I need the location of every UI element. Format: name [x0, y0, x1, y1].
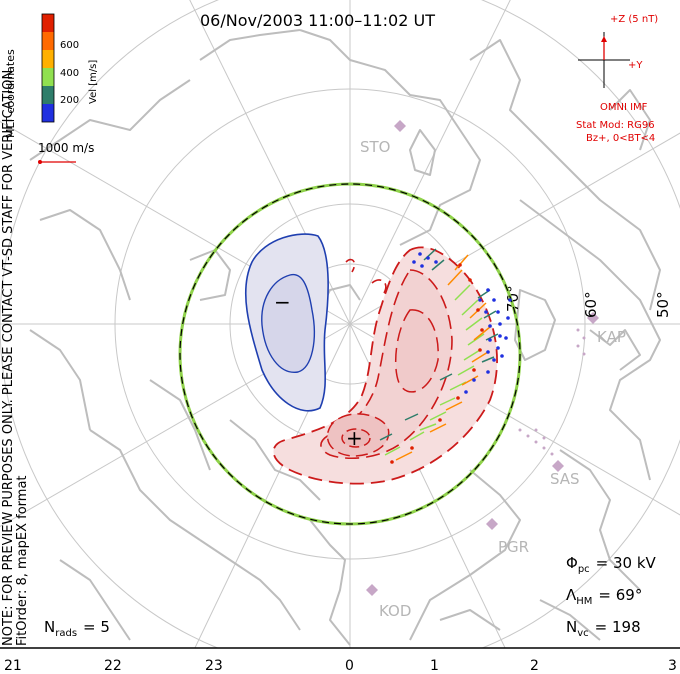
cross-polar-potential: Φpc = 30 kV — [566, 554, 657, 575]
plus-potential-sign: + — [346, 426, 363, 450]
scale-vector-label: 1000 m/s — [38, 141, 94, 155]
contour-fragment-top — [345, 258, 356, 273]
minus-potential-sign: − — [274, 290, 291, 314]
color-bar-label: Vel [m/s] — [88, 60, 99, 104]
coordinate-label: MLT coordinates — [4, 49, 17, 138]
site-marker-sas — [552, 460, 564, 472]
imf-z-label: +Z (5 nT) — [610, 14, 658, 25]
site-marker-pgr — [486, 518, 498, 530]
station-label-kod: KOD — [379, 602, 411, 620]
color-bar-segment — [42, 32, 54, 50]
color-bar-segment — [42, 86, 54, 104]
velocity-color-bar: 600 400 200 Vel [m/s] — [41, 13, 99, 123]
site-marker-kap — [587, 312, 599, 324]
velocity-vectors — [379, 248, 512, 464]
stat-model: Stat Mod: RG96 — [576, 120, 655, 131]
hm-boundary-latitude: ΛHM = 69° — [566, 586, 642, 607]
mlt-tick-label-0: 0 — [345, 658, 354, 674]
site-marker-kod — [366, 584, 378, 596]
positive-cell-core — [341, 428, 371, 448]
mlt-axis-labels: 21 22 23 0 1 2 3 — [4, 658, 677, 674]
color-bar-segment — [42, 14, 54, 32]
imf-source: OMNI IMF — [600, 102, 648, 113]
scale-vector: 1000 m/s — [38, 141, 94, 164]
color-bar-tick: 200 — [60, 95, 79, 106]
station-label-sto: STO — [360, 138, 391, 156]
site-marker-sto — [394, 120, 406, 132]
station-label-pgr: PGR — [498, 538, 529, 556]
fit-order-label: FitOrder: 8, mapEX format — [15, 475, 30, 646]
color-bar-segment — [42, 50, 54, 68]
mlt-tick-label-23: 23 — [205, 658, 223, 674]
radar-sites — [366, 120, 599, 596]
contour-fragment-mid — [371, 279, 387, 294]
mlt-tick-label-1: 1 — [430, 658, 439, 674]
map-title: 06/Nov/2003 11:00–11:02 UT — [200, 11, 435, 30]
imf-dial: +Z (5 nT) +Y OMNI IMF Stat Mod: RG96 Bz+… — [576, 14, 658, 144]
color-bar-tick: 400 — [60, 68, 79, 79]
mlt-tick-label-3: 3 — [668, 658, 677, 674]
fit-statistics: Φpc = 30 kV ΛHM = 69° Nvc = 198 Nrads = 5 — [44, 554, 657, 639]
mlt-tick-label-2: 2 — [530, 658, 539, 674]
mlt-tick-label-21: 21 — [4, 658, 22, 674]
hmb-inner — [179, 183, 521, 525]
latitude-label-50: 50° — [654, 291, 672, 318]
color-bar-segment — [42, 68, 54, 86]
coastlines — [29, 29, 661, 646]
radar-count: Nrads = 5 — [44, 618, 110, 639]
imf-y-label: +Y — [628, 60, 643, 71]
negative-cell-inner — [261, 273, 315, 373]
color-bar-segment — [42, 104, 54, 122]
vector-count: Nvc = 198 — [566, 618, 641, 639]
station-label-kap: KAP — [597, 328, 626, 346]
preview-note: NOTE: FOR PREVIEW PURPOSES ONLY. PLEASE … — [1, 66, 16, 646]
imf-condition: Bz+, 0<BT<4 — [586, 133, 655, 144]
station-label-sas: SAS — [550, 470, 580, 488]
latitude-label-60: 60° — [582, 291, 600, 318]
fov-dots — [518, 328, 586, 456]
mlt-tick-label-22: 22 — [104, 658, 122, 674]
color-bar-tick: 600 — [60, 40, 79, 51]
positive-cell-contour-2 — [394, 309, 439, 393]
